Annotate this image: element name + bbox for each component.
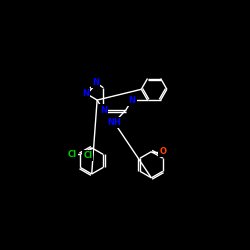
Text: Cl: Cl (68, 150, 77, 159)
Text: N: N (82, 89, 89, 98)
Text: Cl: Cl (83, 151, 92, 160)
Text: O: O (160, 147, 166, 156)
Text: N: N (128, 96, 136, 104)
Text: N: N (100, 106, 107, 114)
Text: N: N (92, 78, 99, 87)
Text: NH: NH (107, 118, 121, 127)
